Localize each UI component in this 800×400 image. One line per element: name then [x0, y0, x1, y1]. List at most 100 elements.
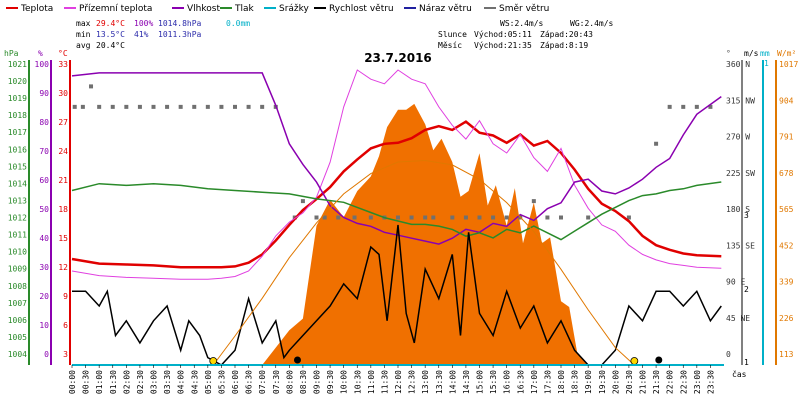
humidity-tick-label: 90: [39, 89, 49, 98]
x-tick-label: 11:00: [367, 370, 376, 394]
radiation-tick-label: 1017: [779, 60, 798, 69]
x-tick-label: 04:30: [190, 370, 199, 394]
wind-direction-point: [137, 104, 142, 109]
wind-speed-tick-label: 3: [744, 211, 749, 220]
pressure-tick-label: 1012: [8, 214, 27, 223]
temperature-tick-label: 3: [63, 350, 68, 359]
wind-direction-point: [246, 104, 251, 109]
sun-label: Slunce: [438, 30, 467, 39]
x-tick-label: 13:30: [435, 370, 444, 394]
legend-label: Tlak: [234, 4, 255, 14]
x-tick-label: 23:30: [706, 370, 715, 394]
wind-direction-point: [477, 215, 482, 220]
axis-unit-headers: hPa % °C ° m/s mm W/m² čas: [4, 49, 796, 379]
x-tick-label: 16:30: [516, 370, 525, 394]
chart-title: 23.7.2016: [364, 51, 432, 65]
wind-direction-tick-label: 45 NE: [726, 314, 750, 323]
x-tick-label: 03:30: [163, 370, 172, 394]
wind-direction-point: [654, 141, 659, 146]
unit-wm2: W/m²: [777, 49, 796, 58]
humidity-tick-label: 80: [39, 118, 49, 127]
unit-deg: °: [726, 49, 731, 58]
x-tick-label: 14:00: [448, 370, 457, 394]
wind-speed-tick-label: 1: [744, 358, 749, 367]
legend-label: Náraz větru: [419, 4, 472, 14]
wind-direction-tick-label: 90 E: [726, 278, 745, 287]
wind-direction-point: [80, 104, 85, 109]
x-tick-label: 15:30: [489, 370, 498, 394]
wind-direction-point: [626, 215, 631, 220]
legend-label: Teplota: [20, 4, 53, 14]
unit-hpa: hPa: [4, 49, 19, 58]
stat-avg-label: avg: [76, 41, 91, 50]
pressure-tick-label: 1005: [8, 333, 27, 342]
x-tick-label: 06:00: [231, 370, 240, 394]
x-tick-label: 11:30: [380, 370, 389, 394]
wind-direction-point: [586, 215, 591, 220]
x-tick-label: 05:00: [204, 370, 213, 394]
pressure-tick-label: 1021: [8, 60, 27, 69]
x-tick-label: 22:30: [679, 370, 688, 394]
pressure-tick-label: 1013: [8, 196, 27, 205]
x-tick-label: 17:00: [530, 370, 539, 394]
humidity-line: [71, 72, 722, 245]
humidity-tick-label: 30: [39, 263, 49, 272]
x-tick-label: 07:00: [258, 370, 267, 394]
wind-direction-point: [559, 215, 563, 220]
wind-direction-point: [545, 215, 550, 220]
radiation-tick-label: 678: [779, 169, 794, 178]
x-tick-label: 19:00: [584, 370, 593, 394]
x-tick-label: 08:00: [285, 370, 294, 394]
legend: Teplota Přízemní teplota Vlhkost Tlak Srážky…: [6, 4, 549, 14]
wind-direction-point: [409, 215, 414, 220]
wind-direction-point: [178, 104, 183, 109]
radiation-tick-label: 904: [779, 96, 794, 105]
temperature-tick-label: 21: [58, 176, 68, 185]
pressure-tick-label: 1016: [8, 145, 27, 154]
left-axes: [28, 60, 71, 365]
pressure-tick-label: 1020: [8, 77, 27, 86]
x-tick-label: 17:30: [543, 370, 552, 394]
x-tick-label: 03:00: [150, 370, 159, 394]
x-tick-label: 04:00: [177, 370, 186, 394]
unit-mm: mm: [760, 49, 770, 58]
stat-max-label: max: [76, 19, 91, 28]
sun-set: Západ:20:43: [540, 30, 593, 39]
x-tick-label: 12:30: [408, 370, 417, 394]
wind-direction-point: [368, 215, 373, 220]
stat-max-rain: 0.0mm: [226, 19, 250, 28]
pressure-line: [71, 181, 722, 241]
x-tick-label: 00:00: [68, 370, 77, 394]
x-tick-label: 01:30: [109, 370, 118, 394]
wind-direction-point: [322, 215, 327, 220]
humidity-tick-label: 60: [39, 176, 49, 185]
temperature-tick-label: 30: [58, 89, 68, 98]
unit-time: čas: [732, 369, 747, 379]
x-tick-label: 12:00: [394, 370, 403, 394]
moon-label: Měsíc: [438, 41, 462, 50]
x-tick-label: 06:30: [245, 370, 254, 394]
legend-label: Vlhkost: [187, 4, 220, 14]
wind-direction-point: [708, 104, 713, 109]
wind-direction-point: [97, 104, 102, 109]
x-tick-label: 16:00: [503, 370, 512, 394]
pressure-tick-label: 1015: [8, 162, 27, 171]
humidity-tick-label: 0: [44, 350, 49, 359]
wind-direction-point: [233, 104, 237, 109]
x-tick-label: 21:00: [639, 370, 648, 394]
x-tick-label: 20:30: [625, 370, 634, 394]
x-tick-label: 10:30: [353, 370, 362, 394]
rain-tick-label: 1: [764, 59, 769, 68]
stat-max-temp: 29.4°C: [96, 19, 125, 28]
wind-direction-point: [681, 104, 686, 109]
radiation-tick-label: 452: [779, 241, 794, 250]
wind-ws: WS:2.4m/s: [500, 19, 544, 28]
x-tick-label: 02:30: [136, 370, 145, 394]
pressure-tick-label: 1007: [8, 299, 27, 308]
stat-max-press: 1014.8hPa: [158, 19, 202, 28]
wind-direction-point: [124, 104, 129, 109]
stat-min-hum: 41%: [134, 30, 149, 39]
pressure-tick-label: 1017: [8, 128, 27, 137]
wind-speed-tick-label: 2: [744, 285, 749, 294]
